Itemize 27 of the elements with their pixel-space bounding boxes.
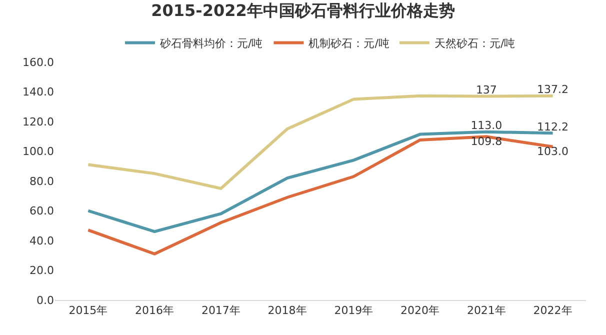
y-tick-label: 160.0 bbox=[22, 56, 54, 69]
x-tick-label: 2016年 bbox=[135, 304, 174, 318]
x-tick-label: 2017年 bbox=[201, 304, 240, 318]
legend-label: 机制砂石：元/吨 bbox=[308, 37, 390, 50]
y-tick-label: 80.0 bbox=[30, 174, 54, 188]
x-tick-label: 2019年 bbox=[334, 304, 374, 318]
x-tick-label: 2018年 bbox=[268, 304, 307, 318]
data-label: 137.2 bbox=[537, 83, 569, 96]
x-tick-label: 2021年 bbox=[466, 304, 506, 318]
y-tick-label: 0.0 bbox=[36, 294, 54, 307]
legend-label: 砂石骨料均价：元/吨 bbox=[159, 37, 263, 50]
y-tick-label: 100.0 bbox=[22, 145, 54, 158]
y-tick-label: 40.0 bbox=[30, 234, 54, 248]
data-label: 113.0 bbox=[470, 119, 502, 132]
data-label: 103.0 bbox=[537, 145, 569, 158]
x-tick-label: 2022年 bbox=[533, 304, 572, 318]
x-tick-label: 2015年 bbox=[68, 304, 108, 318]
y-tick-label: 20.0 bbox=[30, 264, 54, 278]
y-tick-label: 120.0 bbox=[22, 115, 54, 128]
y-tick-label: 140.0 bbox=[22, 86, 54, 99]
x-tick-label: 2020年 bbox=[400, 304, 440, 318]
data-label: 137 bbox=[476, 83, 497, 96]
data-label: 112.2 bbox=[537, 120, 569, 134]
data-label: 109.8 bbox=[470, 134, 502, 148]
chart-title: 2015-2022年中国砂石骨料行业价格走势 bbox=[151, 1, 455, 20]
legend-label: 天然砂石：元/吨 bbox=[434, 37, 516, 50]
y-tick-label: 60.0 bbox=[30, 204, 54, 218]
